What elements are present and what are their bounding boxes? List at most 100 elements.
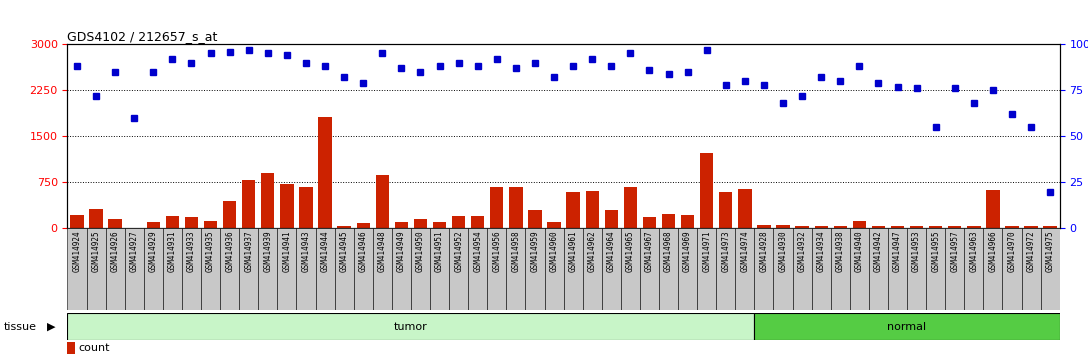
Bar [583,228,602,310]
Text: GSM414939: GSM414939 [263,231,272,272]
Text: GSM414947: GSM414947 [893,231,902,272]
Text: GSM414967: GSM414967 [645,231,654,272]
Bar [662,214,676,228]
Bar [1005,227,1018,228]
Text: GSM414957: GSM414957 [950,231,960,272]
Bar [738,189,752,228]
Bar [471,216,484,228]
Bar [792,228,812,310]
Bar [144,228,163,310]
Bar [777,225,790,228]
Text: GSM414974: GSM414974 [740,231,750,272]
Bar [67,228,87,310]
Bar [623,187,638,228]
Bar [89,209,102,228]
Bar [258,228,277,310]
Text: GSM414970: GSM414970 [1007,231,1016,272]
Bar [395,222,408,228]
Bar [529,210,542,228]
Bar [509,187,522,228]
Text: GSM414934: GSM414934 [817,231,826,272]
Bar [163,228,182,310]
Text: GSM414949: GSM414949 [397,231,406,272]
Bar [754,228,774,310]
Text: GSM414937: GSM414937 [244,231,254,272]
Text: GSM414936: GSM414936 [225,231,234,272]
Text: GSM414932: GSM414932 [798,231,806,272]
Text: normal: normal [888,321,927,332]
Bar [907,228,926,310]
Bar [449,228,468,310]
Bar [299,187,312,228]
Bar [871,227,886,228]
Text: GSM414924: GSM414924 [73,231,82,272]
Bar [468,228,487,310]
Bar [929,227,942,228]
Text: GSM414952: GSM414952 [454,231,463,272]
Bar [964,228,984,310]
Bar [452,216,466,228]
Bar [1002,228,1022,310]
Bar [643,217,656,228]
Text: GDS4102 / 212657_s_at: GDS4102 / 212657_s_at [67,30,218,43]
Text: GSM414927: GSM414927 [129,231,139,272]
Text: GSM414971: GSM414971 [702,231,712,272]
Bar [1043,227,1056,228]
Bar [967,227,980,228]
Bar [67,342,75,354]
Text: GSM414929: GSM414929 [149,231,158,272]
Bar [716,228,735,310]
Bar [182,228,201,310]
Text: GSM414964: GSM414964 [607,231,616,272]
Text: GSM414943: GSM414943 [301,231,310,272]
Bar [926,228,945,310]
Bar [795,227,808,228]
Text: GSM414941: GSM414941 [283,231,292,272]
Bar [984,228,1002,310]
Bar [430,228,449,310]
Text: GSM414930: GSM414930 [779,231,788,272]
Bar [547,222,560,228]
Text: tissue: tissue [3,321,36,332]
Bar [487,228,506,310]
Text: GSM414972: GSM414972 [1027,231,1036,272]
Text: count: count [78,343,110,353]
Text: GSM414945: GSM414945 [339,231,348,272]
Text: ▶: ▶ [47,321,55,332]
Bar [831,228,850,310]
Bar [490,187,504,228]
Text: GSM414933: GSM414933 [187,231,196,272]
Bar [87,228,106,310]
Text: GSM414946: GSM414946 [359,231,368,272]
Text: GSM414975: GSM414975 [1046,231,1054,272]
Text: GSM414950: GSM414950 [416,231,425,272]
Bar [681,215,694,228]
Bar [281,184,294,228]
Bar [567,192,580,228]
Bar [125,228,144,310]
Bar [910,227,924,228]
Bar [316,228,335,310]
Text: GSM414958: GSM414958 [511,231,520,272]
Bar [71,215,84,228]
Text: GSM414969: GSM414969 [683,231,692,272]
Bar [223,201,236,228]
Bar [296,228,316,310]
Bar [719,192,732,228]
Bar [754,313,1060,340]
Bar [774,228,792,310]
Bar [850,228,869,310]
Text: GSM414962: GSM414962 [588,231,596,272]
Bar [413,218,428,228]
Bar [602,228,621,310]
Bar [833,227,846,228]
Text: GSM414959: GSM414959 [531,231,540,272]
Bar [109,219,122,228]
Bar [106,228,125,310]
Bar [621,228,640,310]
Bar [526,228,544,310]
Text: GSM414956: GSM414956 [492,231,502,272]
Bar [869,228,888,310]
Bar [757,225,770,228]
Text: GSM414931: GSM414931 [168,231,177,272]
